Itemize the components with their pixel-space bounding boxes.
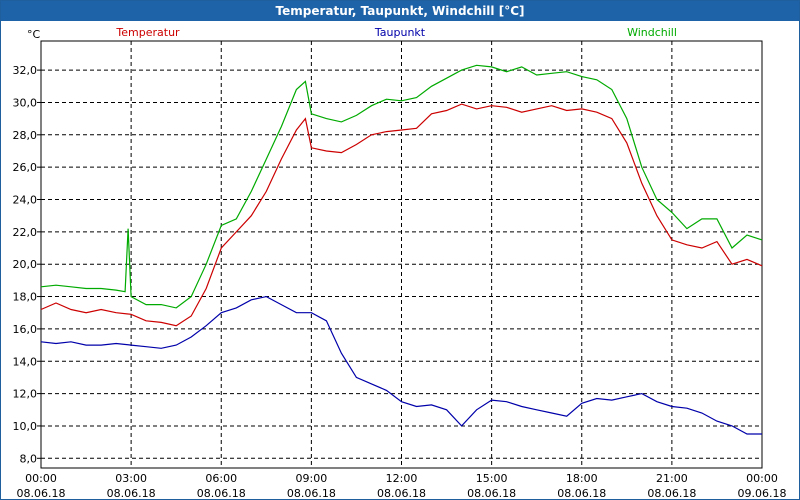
x-tick-time: 18:00 — [566, 472, 598, 485]
grid — [41, 41, 762, 468]
y-tick-labels: 8,0 10,0 12,0 14,0 16,0 18,0 20,0 22,0 24,0 26,0 2… — [13, 64, 38, 465]
series-line-windchill — [40, 64, 763, 309]
x-tick-date: 08.06.18 — [377, 487, 426, 499]
y-tick-label: 18,0 — [13, 291, 38, 304]
x-tick-labels: 00:00 08.06.18 03:00 08.06.18 06:00 08.06.18 0… — [17, 472, 787, 499]
x-tick-time: 06:00 — [205, 472, 237, 485]
window-title: Temperatur, Taupunkt, Windchill [°C] — [1, 1, 799, 21]
y-tick-label: 10,0 — [13, 420, 38, 433]
y-tick-label: 22,0 — [13, 226, 38, 239]
legend-windchill: Windchill — [627, 26, 677, 39]
series-line-taupunkt — [40, 295, 762, 435]
y-tick-label: 30,0 — [13, 96, 38, 109]
x-tick-time: 03:00 — [115, 472, 147, 485]
y-tick-label: 16,0 — [13, 323, 38, 336]
x-tick-time: 09:00 — [296, 472, 328, 485]
x-tick-time: 15:00 — [476, 472, 508, 485]
legend-temperatur: Temperatur — [115, 26, 180, 39]
x-tick-date: 09.06.18 — [738, 487, 787, 499]
y-tick-label: 32,0 — [13, 64, 38, 77]
y-axis-label: °C — [27, 28, 41, 41]
legend: Temperatur Taupunkt Windchill — [115, 26, 677, 39]
y-tick-label: 26,0 — [13, 161, 38, 174]
y-tick-label: 20,0 — [13, 258, 38, 271]
x-tick-date: 08.06.18 — [557, 487, 606, 499]
y-tick-label: 14,0 — [13, 355, 38, 368]
x-tick-time: 00:00 — [746, 472, 778, 485]
x-tick-date: 08.06.18 — [647, 487, 696, 499]
x-tick-date: 08.06.18 — [197, 487, 246, 499]
x-tick-date: 08.06.18 — [287, 487, 336, 499]
x-tick-time: 21:00 — [656, 472, 688, 485]
plot-area-border — [40, 40, 763, 469]
line-chart: 8,0 10,0 12,0 14,0 16,0 18,0 20,0 22,0 24,0 26,0 2… — [13, 26, 787, 499]
y-tick-label: 24,0 — [13, 194, 38, 207]
y-tick-label: 8,0 — [20, 452, 38, 465]
x-tick-time: 00:00 — [25, 472, 57, 485]
series-lines — [40, 64, 763, 435]
y-tick-label: 12,0 — [13, 388, 38, 401]
x-tick-date: 08.06.18 — [107, 487, 156, 499]
series-line-temperatur — [40, 103, 763, 327]
x-tick-date: 08.06.18 — [17, 487, 66, 499]
x-tick-date: 08.06.18 — [467, 487, 516, 499]
legend-taupunkt: Taupunkt — [374, 26, 426, 39]
axes — [37, 40, 763, 469]
y-tick-label: 28,0 — [13, 129, 38, 142]
x-tick-time: 12:00 — [386, 472, 418, 485]
